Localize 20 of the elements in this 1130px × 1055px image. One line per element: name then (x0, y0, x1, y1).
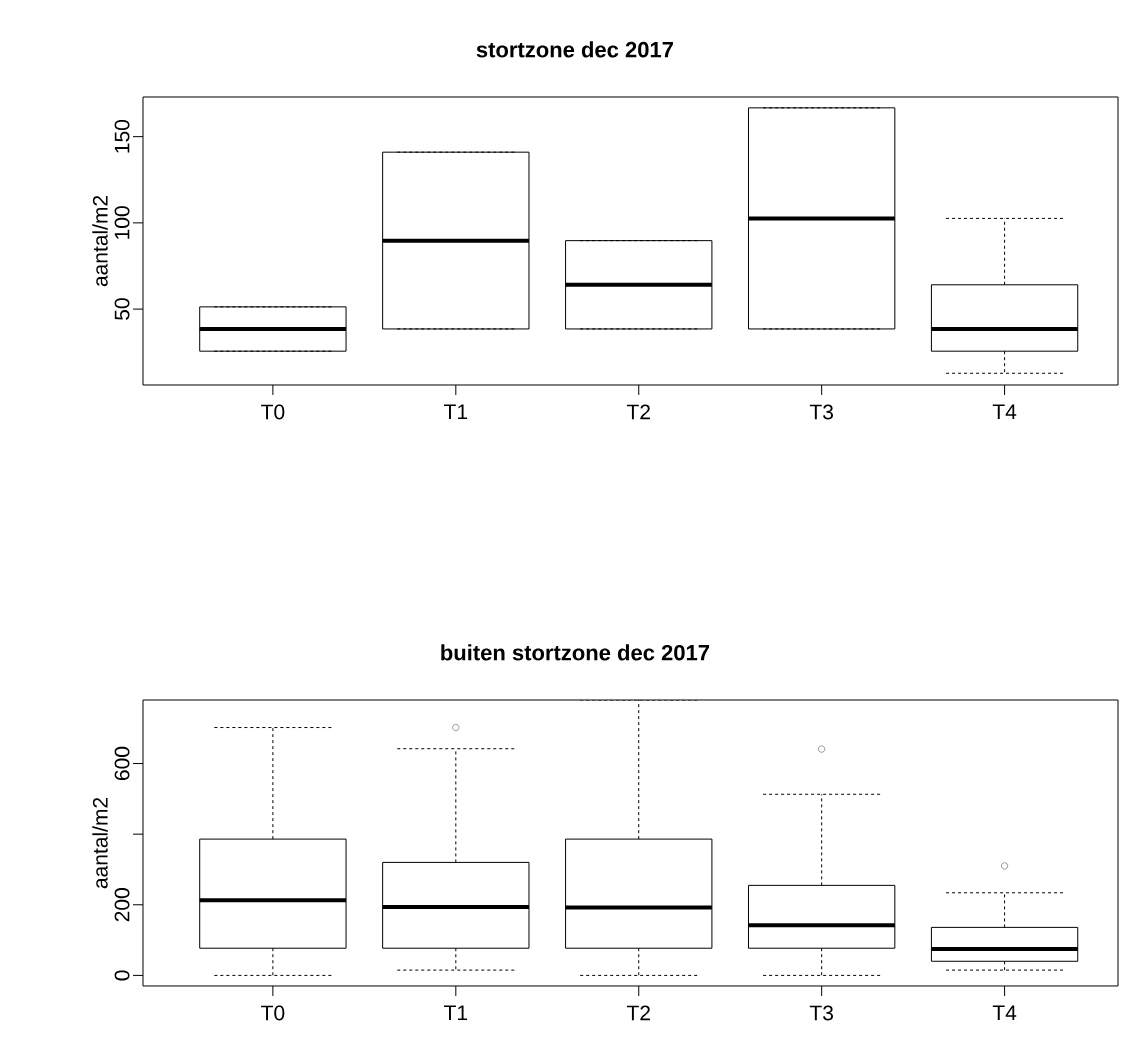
y-tick-label: 600 (114, 746, 130, 780)
x-tick-label: T3 (809, 404, 833, 420)
y-tick-label: 0 (114, 970, 130, 981)
y-tick-label: 50 (114, 298, 130, 320)
x-tick-label: T1 (444, 1005, 468, 1020)
x-tick-label: T1 (444, 404, 468, 419)
chart-title: stortzone dec 2017 (476, 41, 673, 58)
y-axis-title: aantal/m2 (92, 195, 108, 287)
x-tick-label: T3 (809, 1005, 833, 1021)
x-tick-label: T0 (261, 404, 285, 420)
x-tick-label: T2 (626, 1005, 650, 1021)
y-tick-label: 150 (114, 119, 130, 153)
x-tick-label: T4 (992, 404, 1017, 419)
x-tick-label: T2 (626, 404, 650, 420)
x-tick-label: T0 (261, 1005, 285, 1021)
y-tick-label: 200 (114, 888, 130, 922)
y-axis-title: aantal/m2 (92, 797, 108, 889)
chart-title: buiten stortzone dec 2017 (441, 644, 710, 661)
y-tick-label: 100 (114, 206, 130, 239)
x-tick-label: T4 (992, 1005, 1017, 1020)
